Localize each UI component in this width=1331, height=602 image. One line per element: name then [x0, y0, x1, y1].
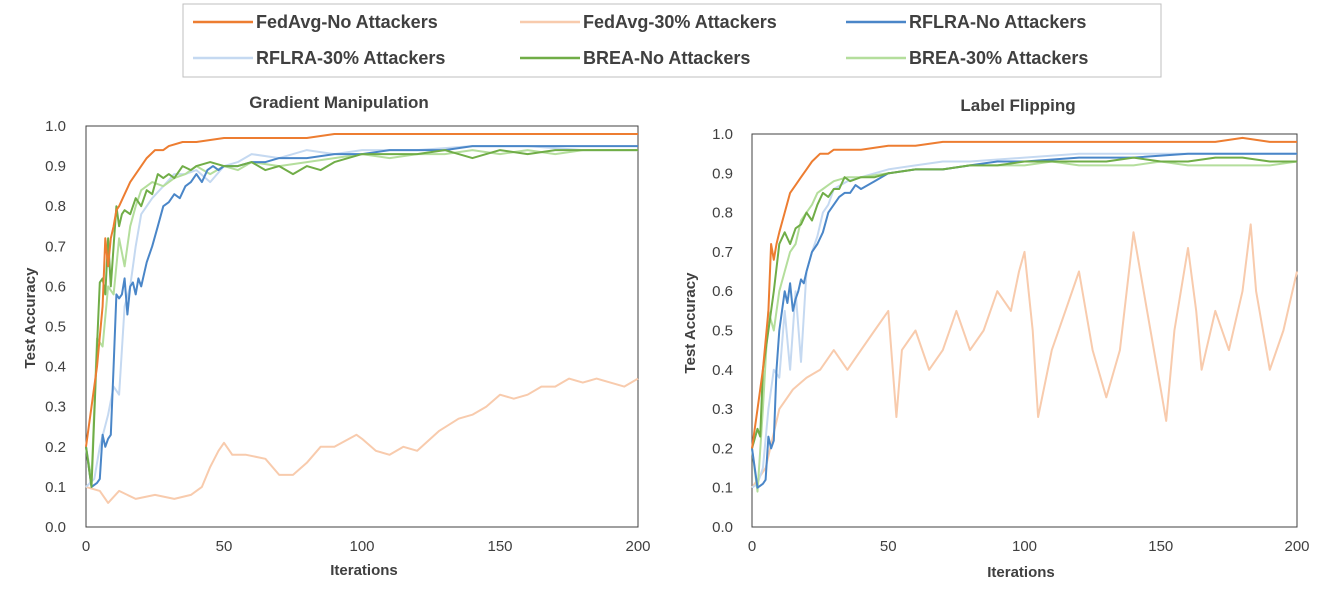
y-tick-labels: 0.0 0.1 0.2 0.3 0.4 0.5 0.6 0.7 0.8 0.9 1.0 — [712, 126, 733, 536]
series-line-rflra-no-attackers — [751, 152, 1297, 489]
y-tick-label: 0.3 — [712, 401, 733, 418]
x-tick-label: 150 — [1148, 538, 1173, 555]
x-tick-label: 100 — [1012, 538, 1037, 555]
y-tick-label: 0.2 — [45, 439, 66, 456]
y-tick-label: 0.2 — [712, 440, 733, 457]
series-line-fedavg-no-attackers — [85, 133, 638, 447]
legend-label: BREA-No Attackers — [583, 48, 750, 68]
series-line-fedavg-no-attackers — [751, 136, 1297, 449]
y-tick-label: 1.0 — [45, 118, 66, 135]
legend-item: BREA-30% Attackers — [846, 48, 1088, 68]
x-tick-label: 50 — [880, 538, 897, 555]
y-tick-label: 0.5 — [45, 319, 66, 336]
x-tick-label: 50 — [216, 538, 233, 555]
y-tick-label: 0.9 — [45, 158, 66, 175]
y-tick-label: 0.4 — [45, 359, 66, 376]
y-tick-label: 0.8 — [712, 205, 733, 222]
series-line-fedavg-30-attackers — [751, 223, 1298, 489]
y-tick-labels: 0.0 0.1 0.2 0.3 0.4 0.5 0.6 0.7 0.8 0.9 1.0 — [45, 118, 66, 536]
legend-item: FedAvg-No Attackers — [193, 12, 438, 32]
x-tick-label: 200 — [1284, 538, 1309, 555]
y-tick-label: 0.0 — [45, 519, 66, 536]
x-tick-labels: 0 50 100 150 200 — [82, 538, 651, 555]
y-tick-label: 1.0 — [712, 126, 733, 143]
series-line-brea-no-attackers — [751, 156, 1297, 449]
legend-frame — [182, 3, 1162, 78]
legend-label: FedAvg-30% Attackers — [583, 12, 777, 32]
x-tick-label: 0 — [82, 538, 90, 555]
y-tick-label: 0.1 — [712, 480, 733, 497]
legend-item: RFLRA-No Attackers — [846, 12, 1086, 32]
y-tick-label: 0.6 — [45, 278, 66, 295]
y-tick-label: 0.4 — [712, 362, 733, 379]
x-tick-label: 150 — [487, 538, 512, 555]
y-tick-label: 0.3 — [45, 399, 66, 416]
legend-label: FedAvg-No Attackers — [256, 12, 438, 32]
legend: FedAvg-No Attackers FedAvg-30% Attackers… — [182, 3, 1162, 78]
legend-label: RFLRA-30% Attackers — [256, 48, 445, 68]
chart-title: Label Flipping — [960, 96, 1075, 115]
x-tick-labels: 0 50 100 150 200 — [748, 538, 1310, 555]
y-tick-label: 0.8 — [45, 198, 66, 215]
plot-area — [85, 125, 639, 528]
x-tick-label: 200 — [625, 538, 650, 555]
legend-item: RFLRA-30% Attackers — [193, 48, 445, 68]
legend-item: FedAvg-30% Attackers — [520, 12, 777, 32]
y-axis-label: Test Accuracy — [22, 267, 39, 369]
y-tick-label: 0.5 — [712, 323, 733, 340]
legend-item: BREA-No Attackers — [520, 48, 750, 68]
chart-label-flipping: Label Flipping 0.00.10.20.30.40.50.60.70… — [682, 96, 1310, 581]
legend-label: RFLRA-No Attackers — [909, 12, 1086, 32]
y-tick-label: 0.0 — [712, 519, 733, 536]
series-lines — [85, 133, 639, 504]
legend-label: BREA-30% Attackers — [909, 48, 1088, 68]
series-line-rflra-no-attackers — [85, 145, 638, 488]
series-line-brea-30-attackers — [751, 160, 1298, 493]
y-tick-label: 0.6 — [712, 283, 733, 300]
plot-area — [751, 133, 1298, 528]
chart-gradient-manipulation: Gradient Manipulation 0.0 0.1 0.2 0.3 0.4 0.5… — [22, 93, 651, 579]
x-tick-label: 0 — [748, 538, 756, 555]
series-lines — [751, 136, 1298, 493]
x-axis-label: Iterations — [330, 562, 398, 579]
x-tick-label: 100 — [349, 538, 374, 555]
y-tick-label: 0.1 — [45, 479, 66, 496]
series-line-fedavg-30-attackers — [85, 377, 639, 504]
x-axis-label: Iterations — [987, 564, 1055, 581]
series-line-brea-no-attackers — [85, 149, 638, 488]
y-axis-label: Test Accuracy — [682, 272, 699, 374]
chart-title: Gradient Manipulation — [249, 93, 428, 112]
y-tick-label: 0.7 — [712, 244, 733, 261]
y-tick-label: 0.7 — [45, 238, 66, 255]
y-tick-label: 0.9 — [712, 165, 733, 182]
